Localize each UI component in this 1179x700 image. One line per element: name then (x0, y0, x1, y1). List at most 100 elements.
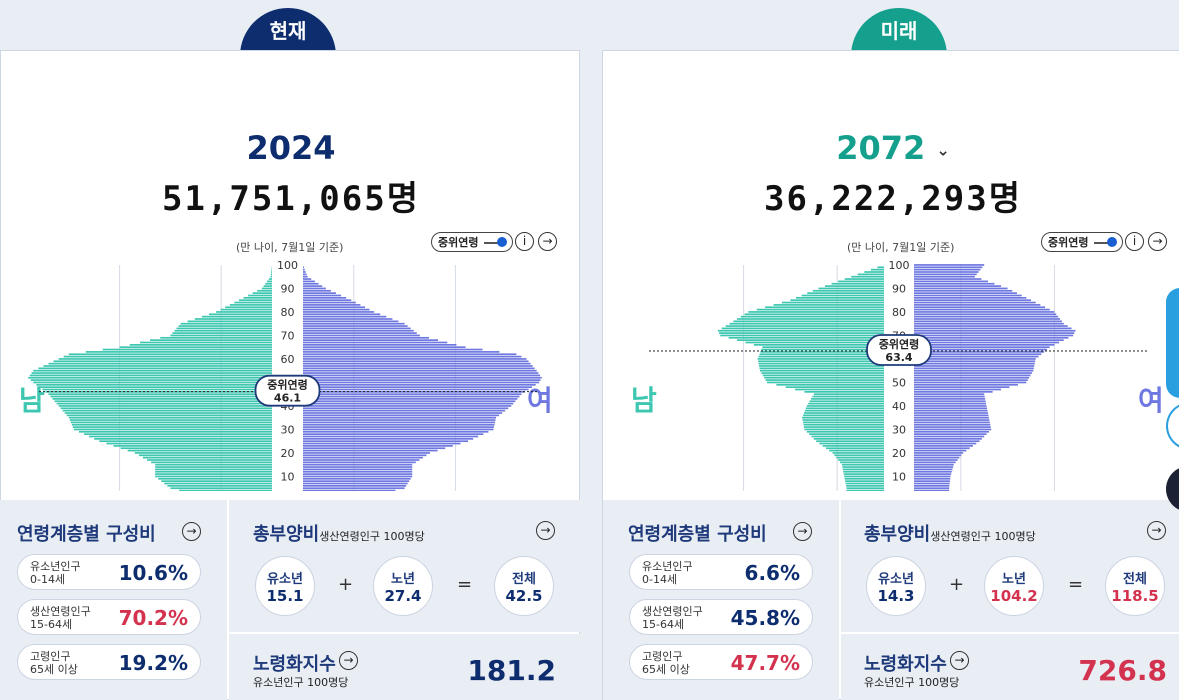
female-bar (303, 426, 495, 428)
male-bar (812, 289, 884, 292)
tab-future[interactable]: 미래 (851, 8, 947, 56)
male-bar (737, 339, 884, 341)
median-age-badge (254, 374, 321, 407)
tab-current[interactable]: 현재 (240, 8, 336, 56)
arrow-right-icon[interactable]: → (1147, 521, 1166, 540)
youth-dependency-value: 14.3 (877, 587, 915, 605)
male-bar (48, 362, 273, 365)
male-bar (179, 489, 272, 491)
female-bar (914, 311, 1055, 313)
male-bar (737, 318, 884, 320)
female-bar (303, 463, 413, 466)
female-bar (914, 473, 952, 475)
youth-dependency-value: 15.1 (266, 587, 304, 605)
female-bar (303, 329, 414, 332)
female-bar (914, 334, 1074, 337)
arrow-right-icon[interactable]: → (950, 651, 969, 670)
female-bar (303, 322, 405, 325)
female-bar (914, 405, 987, 407)
female-bar (303, 477, 411, 480)
male-bar (857, 273, 884, 276)
female-bar (914, 421, 990, 424)
arrow-right-icon[interactable]: → (182, 522, 201, 541)
male-bar (43, 365, 273, 367)
working-label: 생산연령인구 (30, 605, 91, 618)
female-bar (303, 482, 408, 485)
male-bar (48, 393, 273, 396)
current-composition-section: 연령계층별 구성비 → 유소년인구 0-14세 10.6% 생산연령인구 15-64… (0, 500, 227, 700)
info-icon[interactable]: i (515, 232, 534, 251)
male-bar (725, 325, 884, 327)
male-bar (838, 459, 884, 461)
male-bar (89, 435, 273, 438)
female-bar (303, 369, 537, 372)
side-action-button[interactable] (1166, 288, 1179, 398)
arrow-right-icon[interactable]: → (339, 651, 358, 670)
male-bar (760, 351, 884, 353)
female-bar (914, 313, 1057, 316)
female-bar (914, 353, 1042, 356)
female-bar (914, 442, 977, 445)
youth-range: 0-14세 (642, 573, 678, 586)
male-bar (767, 381, 884, 384)
median-age-toggle[interactable]: 중위연령 (1041, 232, 1123, 252)
male-bar (270, 273, 272, 276)
arrow-right-icon[interactable]: → (536, 521, 555, 540)
male-bar (804, 409, 884, 412)
male-bar (220, 308, 272, 311)
female-bar (914, 320, 1062, 323)
future-year-select[interactable]: 2072 ⌄ (603, 129, 1179, 167)
male-bar (846, 487, 884, 490)
female-bar (914, 440, 980, 443)
male-bar (155, 475, 272, 478)
female-bar (303, 289, 331, 292)
median-age-toggle[interactable]: 중위연령 (431, 232, 513, 252)
female-bar (303, 423, 495, 426)
male-bar (803, 421, 884, 424)
female-bar (914, 360, 1036, 363)
female-bar (914, 273, 977, 276)
male-bar (70, 421, 272, 424)
age-tick-label: 20 (281, 447, 295, 460)
male-bar (761, 348, 884, 351)
female-bar (914, 351, 1045, 353)
female-bar (914, 433, 987, 435)
female-bar (303, 433, 484, 435)
male-bar (164, 482, 272, 485)
male-bar (176, 327, 272, 330)
female-bar (914, 409, 988, 412)
male-bar (52, 398, 272, 400)
total-dependency: 전체 42.5 (494, 556, 554, 616)
male-bar (119, 346, 272, 349)
female-bar (303, 447, 446, 450)
elderly-value: 47.7% (730, 651, 800, 675)
female-bar (303, 320, 399, 323)
female-bar (303, 353, 517, 356)
female-bar (914, 372, 1032, 374)
male-bar (841, 463, 884, 466)
male-bar (167, 485, 272, 487)
dependency-title: 총부양비생산연령인구 100명당 (864, 524, 1036, 545)
female-bar (914, 285, 1002, 287)
female-bar (914, 426, 991, 428)
arrow-right-icon[interactable]: → (793, 522, 812, 541)
working-label: 생산연령인구 (642, 605, 703, 618)
info-icon[interactable]: i (1125, 232, 1144, 251)
chevron-down-icon[interactable]: ⌄ (936, 140, 950, 160)
male-bar (263, 285, 272, 287)
male-bar (134, 452, 272, 454)
female-bar (914, 452, 964, 454)
male-bar (790, 299, 884, 302)
male-bar (56, 402, 272, 405)
arrow-right-icon[interactable]: → (538, 232, 557, 251)
female-bar (914, 454, 962, 457)
female-bar (303, 266, 304, 269)
total-dependency-label: 전체 (512, 572, 536, 587)
side-dark-button[interactable] (1166, 466, 1179, 512)
male-bar (803, 426, 884, 428)
female-bar (303, 299, 352, 302)
elderly-ratio: 고령인구 65세 이상 19.2% (17, 644, 201, 680)
arrow-right-icon[interactable]: → (1148, 232, 1167, 251)
female-bar (303, 268, 305, 271)
female-bar (303, 362, 531, 365)
